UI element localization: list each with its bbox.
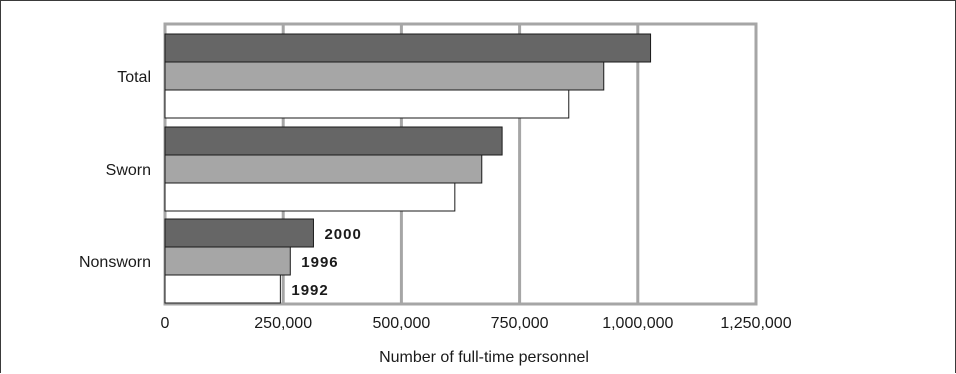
bar-1996-total (164, 61, 605, 91)
bar-layer (164, 33, 652, 304)
bar-1996-sworn (164, 154, 483, 184)
category-label: Nonsworn (79, 254, 151, 271)
x-tick-label: 1,250,000 (720, 315, 791, 332)
x-tick-label: 500,000 (372, 315, 430, 332)
bar-1992-nonsworn (164, 274, 281, 304)
bar-2000-nonsworn (164, 218, 314, 248)
bar-1992-total (164, 89, 570, 119)
x-tick-label: 0 (161, 315, 170, 332)
x-tick-label: 250,000 (254, 315, 312, 332)
legend-label-2000: 2000 (324, 226, 361, 243)
x-tick-label: 750,000 (491, 315, 549, 332)
bar-2000-total (164, 33, 652, 63)
legend-label-1996: 1996 (301, 254, 338, 271)
bar-2000-sworn (164, 126, 503, 156)
x-axis-title: Number of full-time personnel (379, 349, 589, 366)
bar-1996-nonsworn (164, 246, 291, 276)
label-layer: 0 250,000 500,000 750,000 1,000,000 1,250,000… (79, 69, 792, 332)
category-label: Sworn (106, 162, 151, 179)
category-label: Total (117, 69, 151, 86)
legend-label-1992: 1992 (291, 282, 328, 299)
bar-1992-sworn (164, 182, 456, 212)
x-tick-label: 1,000,000 (602, 315, 673, 332)
